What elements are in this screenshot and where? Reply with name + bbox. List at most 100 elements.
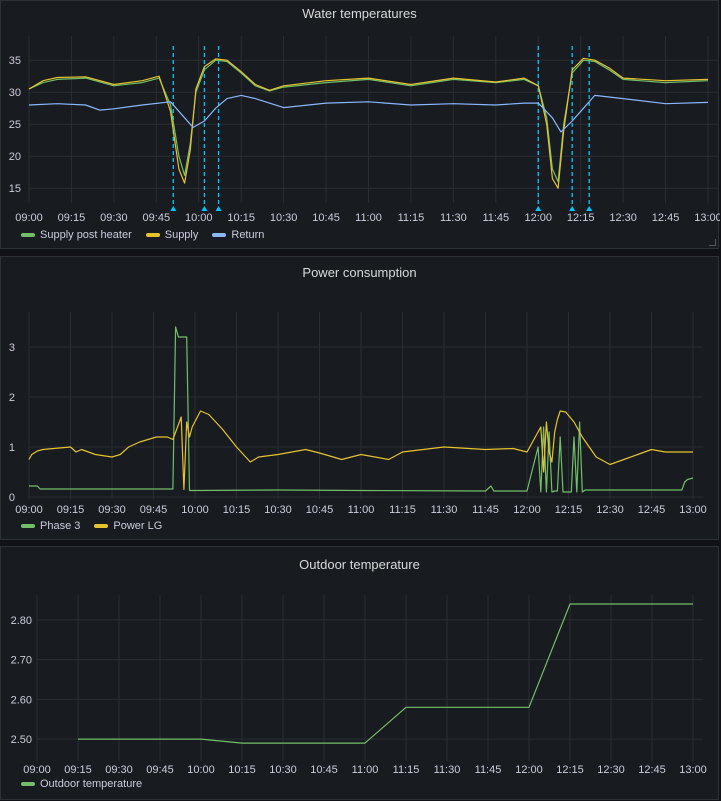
x-tick-label: 09:15: [58, 212, 86, 224]
x-tick-label: 10:30: [264, 504, 292, 516]
x-tick-label: 12:30: [609, 212, 637, 224]
x-tick-label: 12:15: [567, 212, 595, 224]
annotation-marker[interactable]: [170, 206, 177, 211]
power-consumption-panel: Power consumption 09:00 09:15 09:30 09:45 10…: [0, 256, 719, 540]
outdoor-temperature-chart: 09:00 09:15 09:30 09:45 10:00 10:15 10:30 10:45…: [11, 595, 707, 776]
x-tick-label: 11:00: [348, 504, 375, 516]
grid: [36, 595, 703, 761]
legend-label: Supply: [164, 229, 199, 241]
x-tick-label: 11:45: [472, 504, 499, 516]
x-tick-label: 13:00: [679, 764, 707, 776]
legend: Phase 3 Power LG: [21, 520, 162, 532]
legend-item[interactable]: Supply post heater: [21, 229, 132, 241]
y-tick-label: 25: [9, 119, 21, 131]
x-tick-label: 12:00: [515, 764, 543, 776]
series-line: [29, 326, 694, 493]
annotation-marker[interactable]: [569, 206, 576, 211]
x-tick-label: 09:00: [23, 764, 51, 776]
x-tick-label: 13:00: [679, 504, 707, 516]
y-tick-label: 2: [9, 392, 15, 404]
x-tick-label: 12:30: [597, 764, 625, 776]
y-tick-label: 30: [9, 87, 21, 99]
series-line: [78, 603, 693, 744]
x-tick-label: 10:15: [228, 764, 256, 776]
x-tick-label: 11:15: [393, 764, 420, 776]
x-tick-label: 12:15: [556, 764, 584, 776]
y-tick-label: 1: [9, 442, 15, 454]
y-tick-label: 15: [9, 183, 21, 195]
x-tick-label: 09:15: [57, 504, 85, 516]
panel-title[interactable]: Outdoor temperature: [299, 557, 420, 572]
x-tick-label: 11:15: [398, 212, 425, 224]
annotation-marker[interactable]: [215, 206, 222, 211]
legend: Outdoor temperature: [21, 778, 142, 790]
x-tick-label: 11:45: [482, 212, 509, 224]
x-tick-label: 10:30: [269, 764, 297, 776]
legend-item[interactable]: Power LG: [94, 520, 162, 532]
annotation-marker[interactable]: [201, 206, 208, 211]
x-tick-label: 11:30: [431, 504, 458, 516]
x-tick-label: 09:15: [64, 764, 92, 776]
x-tick-label: 09:30: [100, 212, 128, 224]
x-tick-label: 10:45: [306, 504, 334, 516]
series-line: [28, 57, 709, 189]
y-tick-label: 2.50: [11, 734, 32, 746]
legend-label: Return: [231, 229, 265, 241]
y-tick-label: 3: [9, 342, 15, 354]
annotation-marker[interactable]: [586, 206, 593, 211]
legend-label: Supply post heater: [40, 229, 132, 241]
x-tick-label: 09:45: [143, 212, 171, 224]
x-tick-label: 10:15: [223, 504, 251, 516]
legend-swatch: [21, 233, 35, 237]
x-tick-label: 13:00: [694, 212, 720, 224]
x-tick-label: 12:30: [596, 504, 624, 516]
y-tick-label: 2.80: [11, 615, 32, 627]
x-tick-label: 12:45: [652, 212, 680, 224]
grid: [28, 36, 718, 203]
x-tick-label: 11:30: [434, 764, 461, 776]
x-tick-label: 12:45: [638, 764, 666, 776]
y-tick-label: 2.60: [11, 694, 32, 706]
x-tick-label: 09:00: [15, 504, 43, 516]
y-tick-label: 35: [9, 55, 21, 67]
water-temperatures-chart: 09:00 09:15 09:30 09:45 10:00 10:15 10:30 10:45…: [9, 36, 720, 224]
panel-title[interactable]: Power consumption: [302, 265, 417, 280]
x-tick-label: 11:45: [475, 764, 502, 776]
x-tick-label: 11:15: [389, 504, 416, 516]
outdoor-temperature-panel: Outdoor temperature 09:00 09:15 09:30 09:45…: [0, 546, 719, 800]
panel-title[interactable]: Water temperatures: [302, 6, 417, 21]
x-tick-label: 10:00: [185, 212, 213, 224]
legend-label: Outdoor temperature: [40, 778, 143, 790]
x-tick-label: 10:30: [270, 212, 298, 224]
legend-swatch: [94, 524, 109, 528]
x-tick-label: 11:00: [355, 212, 382, 224]
x-tick-label: 10:00: [187, 764, 215, 776]
legend: Supply post heater Supply Return: [21, 229, 264, 241]
y-tick-label: 0: [9, 492, 15, 504]
x-tick-label: 10:15: [227, 212, 255, 224]
x-tick-label: 10:45: [310, 764, 338, 776]
legend-label: Phase 3: [40, 520, 81, 532]
resize-handle-icon[interactable]: [709, 239, 716, 246]
x-tick-label: 10:00: [181, 504, 209, 516]
legend-item[interactable]: Supply: [145, 229, 199, 241]
water-temperatures-panel: Water temperatures 09:00 09:15 09:30 09:45 1…: [0, 0, 720, 249]
annotation-marker[interactable]: [535, 206, 542, 211]
x-tick-label: 09:00: [15, 212, 43, 224]
legend-item[interactable]: Phase 3: [21, 520, 80, 532]
legend-swatch: [21, 782, 35, 786]
x-tick-label: 12:00: [524, 212, 552, 224]
legend-swatch: [145, 233, 160, 237]
series-line: [28, 410, 693, 491]
legend-item[interactable]: Return: [212, 229, 264, 241]
x-tick-label: 12:00: [513, 504, 541, 516]
legend-swatch: [21, 524, 35, 528]
grid: [28, 312, 703, 499]
legend-swatch: [212, 233, 227, 237]
y-tick-label: 20: [9, 151, 21, 163]
legend-item[interactable]: Outdoor temperature: [21, 778, 142, 790]
x-tick-label: 11:30: [440, 212, 467, 224]
x-tick-label: 09:45: [140, 504, 168, 516]
power-consumption-chart: 09:00 09:15 09:30 09:45 10:00 10:15 10:30 10:45…: [9, 312, 707, 516]
x-tick-label: 09:45: [146, 764, 174, 776]
